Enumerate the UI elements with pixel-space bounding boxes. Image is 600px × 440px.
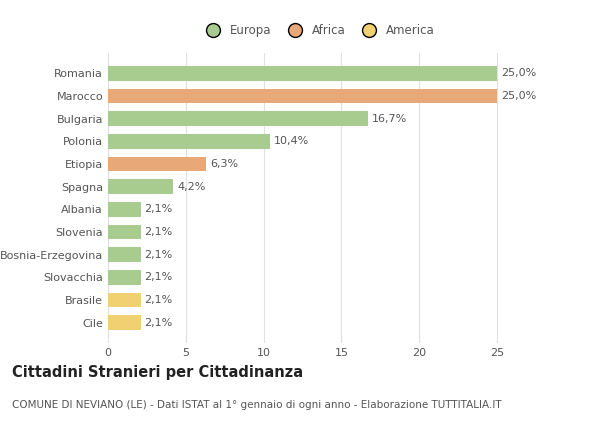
Bar [108,66,497,81]
Bar [108,111,368,126]
Text: 16,7%: 16,7% [371,114,407,124]
Text: 25,0%: 25,0% [501,68,536,78]
Bar [108,247,140,262]
Text: 2,1%: 2,1% [145,318,173,328]
Text: Cittadini Stranieri per Cittadinanza: Cittadini Stranieri per Cittadinanza [12,365,303,380]
Text: 2,1%: 2,1% [145,227,173,237]
Bar [108,180,173,194]
Text: 25,0%: 25,0% [501,91,536,101]
Text: 2,1%: 2,1% [145,272,173,282]
Bar [108,315,140,330]
Bar [108,157,206,171]
Bar [108,270,140,285]
Bar [108,293,140,307]
Text: COMUNE DI NEVIANO (LE) - Dati ISTAT al 1° gennaio di ogni anno - Elaborazione TU: COMUNE DI NEVIANO (LE) - Dati ISTAT al 1… [12,400,502,411]
Text: 4,2%: 4,2% [177,182,206,192]
Legend: Europa, Africa, America: Europa, Africa, America [198,21,438,41]
Text: 2,1%: 2,1% [145,204,173,214]
Text: 2,1%: 2,1% [145,249,173,260]
Bar [108,225,140,239]
Bar [108,202,140,216]
Bar [108,134,270,149]
Text: 6,3%: 6,3% [210,159,238,169]
Text: 2,1%: 2,1% [145,295,173,305]
Text: 10,4%: 10,4% [274,136,309,147]
Bar [108,89,497,103]
